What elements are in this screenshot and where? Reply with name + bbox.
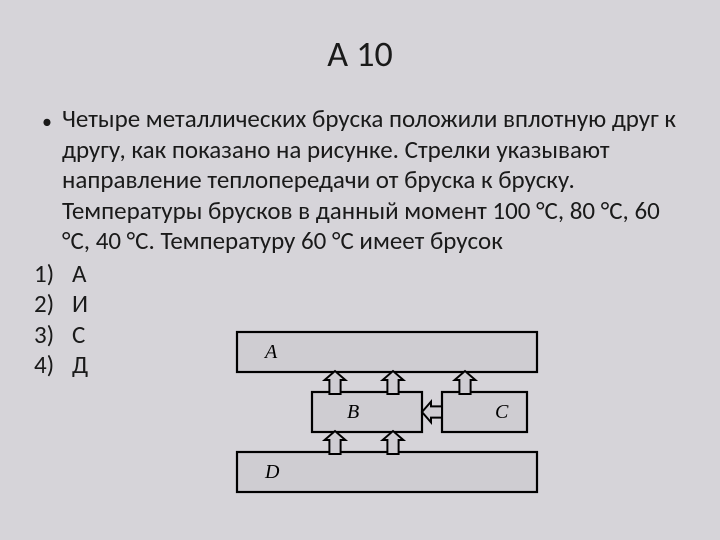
option-row: 1) А [32,259,688,290]
question-text: Четыре металлических бруска положили впл… [62,104,688,257]
option-number: 4) [32,350,72,381]
svg-text:B: B [347,401,359,423]
question-body: • Четыре металлических бруска положили в… [32,104,688,381]
svg-text:C: C [495,401,509,423]
option-label: Д [72,350,88,381]
option-number: 3) [32,320,72,351]
svg-text:D: D [264,461,280,483]
heat-diagram: A B C D [227,322,547,497]
option-label: С [72,320,85,351]
option-number: 2) [32,289,72,320]
option-label: И [72,289,88,320]
option-number: 1) [32,259,72,290]
bullet-dot: • [32,104,62,134]
diagram-svg: A B C D [227,322,547,497]
page-title: А 10 [32,32,688,76]
svg-text:A: A [263,341,278,363]
option-row: 2) И [32,289,688,320]
option-label: А [72,259,86,290]
